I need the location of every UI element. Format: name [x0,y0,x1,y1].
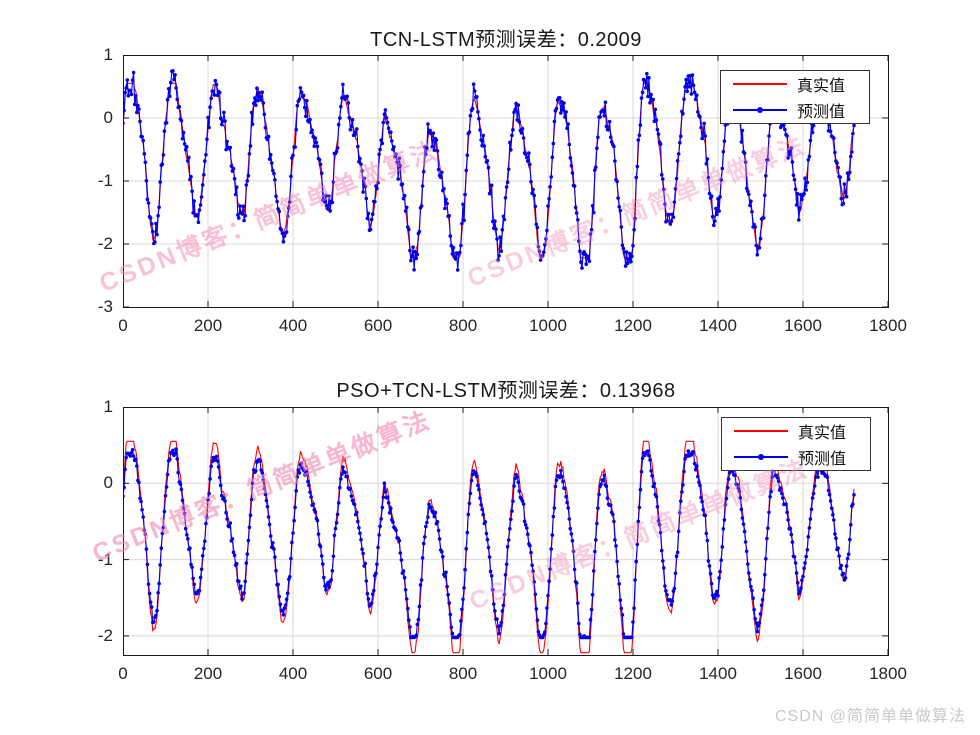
plot1-legend: 真实值 预测值 [720,70,870,124]
x-tick-label: 800 [448,664,478,683]
x-tick-label: 400 [278,664,308,683]
x-tick-label: 1800 [869,316,907,335]
blue-dot-marker-icon [757,106,763,113]
red-line-icon [734,430,788,433]
plot2-legend: 真实值 预测值 [721,417,871,471]
footer-watermark: CSDN @简简单单做算法 [774,708,966,725]
y-tick-label: 1 [103,397,113,416]
blue-dot-marker-icon [758,453,764,460]
x-tick-label: 1800 [869,664,907,683]
legend-entry-pred: 预测值 [721,98,869,122]
true-line-sample [731,76,789,92]
x-tick-label: 800 [448,316,478,335]
x-tick-label: 1200 [614,664,652,683]
true-line-sample [732,423,790,439]
pred-line-sample [731,102,789,118]
x-tick-label: 1400 [699,664,737,683]
x-tick-label: 0 [118,664,128,683]
pred-line-sample [732,449,790,465]
x-tick-label: 0 [118,316,128,335]
y-tick-label: -3 [97,297,113,316]
y-tick-label: -2 [97,625,113,645]
legend-entry-pred: 预测值 [722,445,870,469]
x-tick-label: 600 [363,664,393,683]
legend-label-pred: 预测值 [797,103,846,121]
y-tick-label: -1 [97,171,113,190]
y-tick-label: -1 [97,549,113,569]
y-tick-label: 0 [103,473,113,493]
legend-label-true: 真实值 [797,78,846,96]
x-tick-label: 1600 [784,664,822,683]
x-tick-label: 1000 [529,664,567,683]
plot1-axes [123,55,889,308]
red-line-icon [733,83,787,86]
y-tick-label: -2 [97,234,113,253]
x-tick-label: 1200 [614,316,652,335]
legend-entry-true: 真实值 [721,72,869,96]
plot2-title: PSO+TCN-LSTM预测误差：0.13968 [336,380,676,402]
plot1-title: TCN-LSTM预测误差：0.2009 [370,29,642,51]
x-tick-label: 600 [363,316,393,335]
y-tick-label: 0 [103,108,113,127]
legend-entry-true: 真实值 [722,419,870,443]
legend-label-true: 真实值 [798,425,847,443]
x-tick-label: 400 [278,316,308,335]
legend-label-pred: 预测值 [798,450,847,468]
x-tick-label: 1000 [529,316,567,335]
x-tick-label: 200 [193,664,223,683]
plot2-axes [123,407,889,656]
x-tick-label: 1400 [699,316,737,335]
x-tick-label: 1600 [784,316,822,335]
x-tick-label: 200 [193,316,223,335]
y-tick-label: 1 [103,45,113,64]
